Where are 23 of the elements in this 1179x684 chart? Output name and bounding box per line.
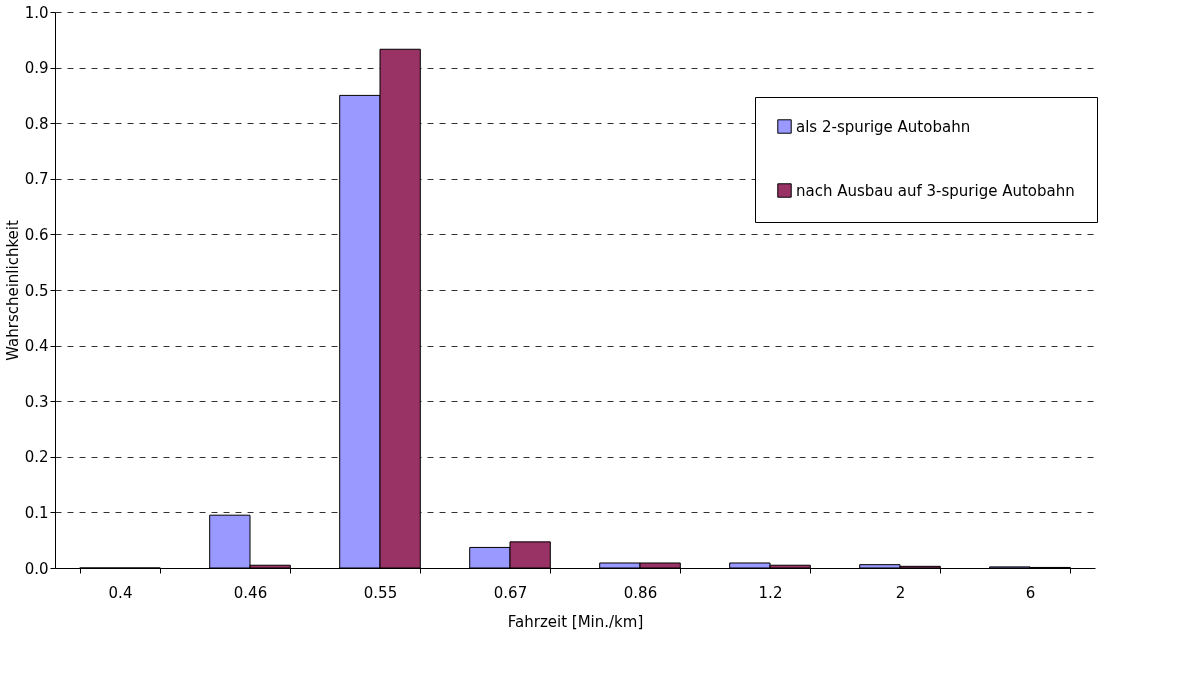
y-tick-label: 0.2 — [24, 448, 49, 467]
x-tick-label: 0.86 — [623, 583, 658, 602]
x-tick-label: 0.67 — [493, 583, 528, 602]
x-tick-label: 1.2 — [758, 583, 783, 602]
y-tick-label: 0.3 — [24, 392, 49, 411]
y-tick-label: 0.7 — [24, 170, 49, 189]
y-tick-label: 0.5 — [24, 281, 49, 300]
legend-label: als 2-spurige Autobahn — [796, 117, 971, 136]
x-axis-title: Fahrzeit [Min./km] — [507, 612, 644, 631]
x-tick-label: 2 — [895, 583, 906, 602]
y-axis-title: Wahrscheinlichkeit — [3, 220, 22, 361]
y-tick-label: 0.9 — [24, 59, 49, 78]
y-tick-label: 0.4 — [24, 337, 49, 356]
x-tick-label: 0.55 — [363, 583, 398, 602]
y-tick-label: 1.0 — [24, 3, 49, 22]
y-tick-label: 0.6 — [24, 225, 49, 244]
x-tick-label: 0.46 — [233, 583, 268, 602]
x-tick-label: 0.4 — [108, 583, 133, 602]
y-tick-label: 0.1 — [24, 503, 49, 522]
x-tick-label: 6 — [1025, 583, 1036, 602]
y-tick-label: 0.8 — [24, 114, 49, 133]
y-tick-label: 0.0 — [24, 559, 49, 578]
legend-label: nach Ausbau auf 3-spurige Autobahn — [796, 181, 1075, 200]
